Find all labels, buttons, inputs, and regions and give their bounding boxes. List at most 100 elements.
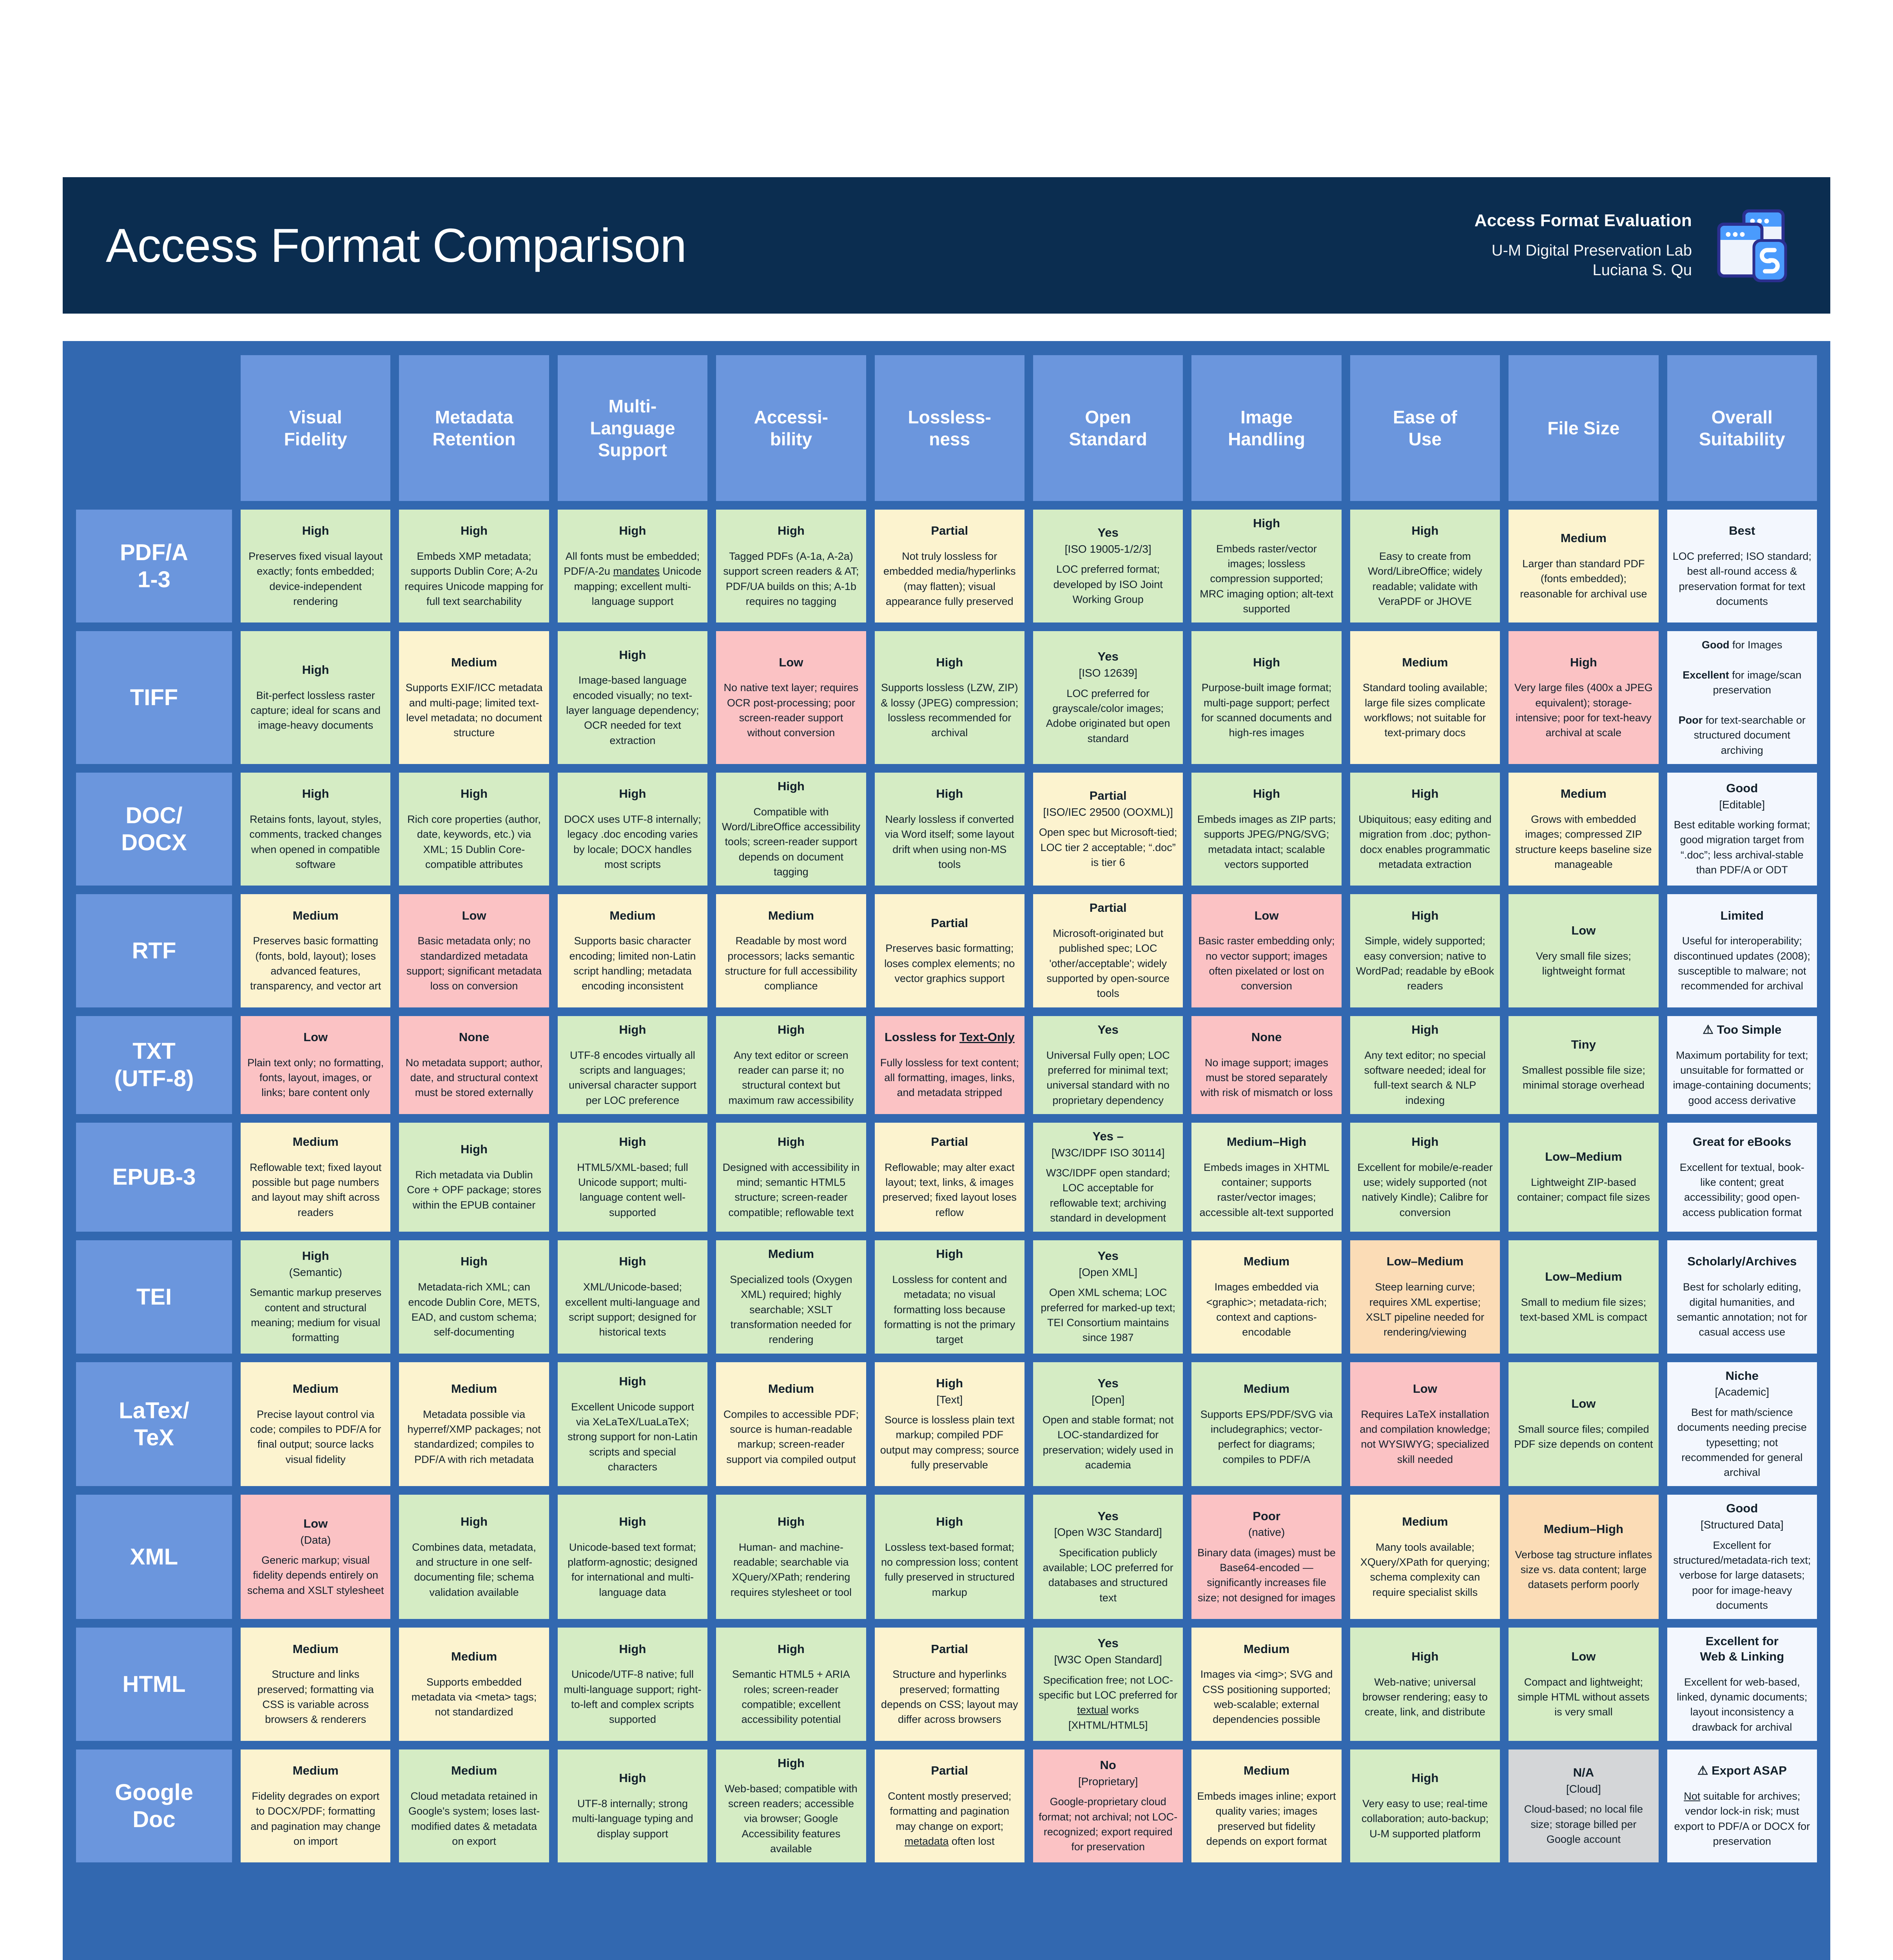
cell-note: Specialized tools (Oxygen XML) required;… [730, 1274, 852, 1346]
cell-note: Tagged PDFs (A-1a, A-2a) support screen … [723, 550, 859, 607]
cell-note: No metadata support; author, date, and s… [405, 1056, 543, 1099]
cell-rating: ⚠ Too Simple [1703, 1022, 1782, 1036]
cell-rating: Partial [931, 1135, 968, 1149]
cell-r7-c0: Medium Precise layout control via code; c… [241, 1362, 391, 1486]
cell-rating: Tiny [1571, 1038, 1596, 1052]
cell-r9-c4: Partial Structure and hyperlinks preserve… [874, 1628, 1024, 1741]
cell-note: Google-proprietary cloud format; not arc… [1039, 1796, 1178, 1853]
cell-note: Best for scholarly editing, digital huma… [1677, 1281, 1808, 1338]
cell-rating: Low [779, 655, 803, 669]
cell-r2-c2: High DOCX uses UTF-8 internally; legacy .… [557, 773, 708, 886]
cell-r0-c5: Yes [ISO 19005-1/2/3] LOC preferred format… [1033, 510, 1183, 623]
cell-rating: Low–Medium [1545, 1150, 1622, 1164]
cell-r4-c5: Yes Universal Fully open; LOC preferred f… [1033, 1016, 1183, 1114]
cell-r8-c7: Medium Many tools available; XQuery/XPath… [1350, 1495, 1500, 1619]
cell-r3-c7: High Simple, widely supported; easy conve… [1350, 894, 1500, 1007]
cell-r10-c1: Medium Cloud metadata retained in Google'… [399, 1749, 549, 1863]
cell-r10-c6: Medium Embeds images inline; export quali… [1191, 1749, 1342, 1863]
cell-r6-c6: Medium Images embedded via <graphic>; met… [1191, 1240, 1342, 1354]
cell-r9-c1: Medium Supports embedded metadata via <me… [399, 1628, 549, 1741]
cell-note: Unicode/UTF-8 native; full multi-languag… [564, 1668, 702, 1726]
cell-r5-c7: High Excellent for mobile/e-reader use; w… [1350, 1122, 1500, 1232]
cell-note: W3C/IDPF open standard; LOC acceptable f… [1046, 1167, 1170, 1224]
cell-rating: Medium [451, 1649, 497, 1663]
cell-rating: Medium–High [1226, 1135, 1307, 1149]
cell-note: Steep learning curve; requires XML exper… [1365, 1281, 1485, 1338]
cell-r2-c6: High Embeds images as ZIP parts; supports… [1191, 773, 1342, 886]
cell-rating: Low–Medium [1386, 1254, 1464, 1269]
cell-note: Maximum portability for text; unsuitable… [1673, 1049, 1811, 1106]
cell-note: Not suitable for archives; vendor lock-i… [1674, 1790, 1810, 1847]
cell-rating: None [1251, 1030, 1282, 1044]
cell-r6-c2: High XML/Unicode-based; excellent multi-l… [557, 1240, 708, 1354]
cell-r0-c1: High Embeds XMP metadata; supports Dublin… [399, 510, 549, 623]
cell-r9-c7: High Web-native; universal browser render… [1350, 1628, 1500, 1741]
cell-rating: Excellent for Web & Linking [1700, 1634, 1784, 1664]
cell-note: Web-based; compatible with screen reader… [725, 1782, 858, 1855]
cell-r2-c4: High Nearly lossless if converted via Wor… [874, 773, 1024, 886]
column-header-5: Open Standard [1033, 355, 1183, 501]
cell-rating: Medium [292, 1382, 339, 1396]
row-header-format: PDF/A 1-3 [76, 510, 232, 623]
cell-note: Embeds XMP metadata; supports Dublin Cor… [404, 550, 544, 607]
cell-rating: High [936, 655, 963, 669]
cell-note: Reflowable text; fixed layout possible b… [250, 1161, 382, 1218]
cell-r4-c9: ⚠ Too Simple Maximum portability for text… [1667, 1016, 1817, 1114]
cell-r7-c8: Low Small source files; compiled PDF size… [1509, 1362, 1659, 1486]
cell-note: Lightweight ZIP-based container; compact… [1517, 1176, 1650, 1203]
row-header-format: RTF [76, 894, 232, 1007]
cell-r2-c1: High Rich core properties (author, date, … [399, 773, 549, 886]
cell-rating: High [777, 1642, 805, 1656]
header-author: Luciana S. Qu [1592, 261, 1692, 279]
cell-note: Ubiquitous; easy editing and migration f… [1358, 813, 1492, 870]
cell-r1-c1: Medium Supports EXIF/ICC metadata and mul… [399, 631, 549, 764]
cell-spec: (Semantic) [289, 1266, 342, 1279]
cell-r8-c9: Good [Structured Data] Excellent for struc… [1667, 1495, 1817, 1619]
cell-note: Preserves basic formatting (fonts, bold,… [250, 935, 381, 992]
cell-rating: Partial [931, 524, 968, 538]
cell-note: Images via <img>; SVG and CSS positionin… [1200, 1668, 1333, 1726]
cell-rating: High [777, 1514, 805, 1528]
cell-note: No native text layer; requires OCR post-… [723, 682, 859, 739]
cell-rating: Medium [1244, 1642, 1290, 1656]
cell-r0-c2: High All fonts must be embedded; PDF/A-2u… [557, 510, 708, 623]
cell-spec: [Open] [1092, 1393, 1125, 1406]
cell-rating: High [619, 1514, 646, 1528]
cell-r4-c3: High Any text editor or screen reader can… [716, 1016, 866, 1114]
cell-note: Image-based language encoded visually; n… [566, 674, 699, 746]
cell-note: Content mostly preserved; formatting and… [888, 1790, 1012, 1847]
cell-r0-c9: Best LOC preferred; ISO standard; best al… [1667, 510, 1817, 623]
row-header-format: TIFF [76, 631, 232, 764]
cell-note: HTML5/XML-based; full Unicode support; m… [577, 1161, 688, 1218]
cell-r6-c9: Scholarly/Archives Best for scholarly edi… [1667, 1240, 1817, 1354]
cell-r6-c5: Yes [Open XML] Open XML schema; LOC prefer… [1033, 1240, 1183, 1354]
cell-r5-c1: High Rich metadata via Dublin Core + OPF … [399, 1122, 549, 1232]
cell-note: Metadata possible via hyperref/XMP packa… [407, 1408, 541, 1465]
cell-r0-c7: High Easy to create from Word/LibreOffice… [1350, 510, 1500, 623]
cell-r1-c2: High Image-based language encoded visuall… [557, 631, 708, 764]
cell-rating: Partial [931, 1764, 968, 1778]
cell-note: Open spec but Microsoft-tied; LOC tier 2… [1039, 826, 1177, 868]
column-header-1: Metadata Retention [399, 355, 549, 501]
cell-rating: Yes [1097, 526, 1119, 540]
cell-note: Verbose tag structure inflates size vs. … [1515, 1548, 1652, 1591]
cell-note: Easy to create from Word/LibreOffice; wi… [1368, 550, 1482, 607]
cell-rating: High [461, 1254, 488, 1269]
cell-r6-c0: High (Semantic) Semantic markup preserves … [241, 1240, 391, 1354]
cell-r0-c8: Medium Larger than standard PDF (fonts em… [1509, 510, 1659, 623]
cell-r8-c3: High Human- and machine-readable; searcha… [716, 1495, 866, 1619]
cell-rating: Medium [451, 1382, 497, 1396]
cell-rating: Low [1571, 923, 1596, 937]
cell-rating: High [777, 779, 805, 793]
cell-rating: High [777, 1022, 805, 1036]
cell-note: Combines data, metadata, and structure i… [412, 1541, 536, 1598]
cell-r8-c6: Poor (native) Binary data (images) must be… [1191, 1495, 1342, 1619]
cell-spec: [Proprietary] [1078, 1775, 1138, 1788]
cell-rating: Partial [931, 916, 968, 930]
cell-r2-c5: Partial [ISO/IEC 29500 (OOXML)] Open spec … [1033, 773, 1183, 886]
cell-r4-c7: High Any text editor; no special software… [1350, 1016, 1500, 1114]
cell-rating: High [461, 524, 488, 538]
cell-rating: Low [303, 1030, 328, 1044]
cell-note: Open and stable format; not LOC-standard… [1042, 1414, 1174, 1471]
cell-rating: Medium [1244, 1254, 1290, 1269]
